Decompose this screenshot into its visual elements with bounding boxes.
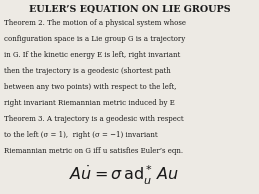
Text: Riemannian metric on G iff u satisfies Euler’s eqn.: Riemannian metric on G iff u satisfies E… <box>4 147 183 155</box>
Text: in G. If the kinetic energy E is left, right invariant: in G. If the kinetic energy E is left, r… <box>4 51 180 59</box>
Text: between any two points) with respect to the left,: between any two points) with respect to … <box>4 83 176 91</box>
Text: to the left (σ = 1),  right (σ = −1) invariant: to the left (σ = 1), right (σ = −1) inva… <box>4 131 157 139</box>
Text: EULER’S EQUATION ON LIE GROUPS: EULER’S EQUATION ON LIE GROUPS <box>29 5 230 14</box>
Text: right invariant Riemannian metric induced by E: right invariant Riemannian metric induce… <box>4 99 175 107</box>
Text: then the trajectory is a geodesic (shortest path: then the trajectory is a geodesic (short… <box>4 67 171 75</box>
Text: $A\dot{u} = \sigma\,\mathrm{ad}^*_u\,Au$: $A\dot{u} = \sigma\,\mathrm{ad}^*_u\,Au$ <box>69 164 179 187</box>
Text: Theorem 3. A trajectory is a geodesic with respect: Theorem 3. A trajectory is a geodesic wi… <box>4 115 184 123</box>
Text: configuration space is a Lie group G is a trajectory: configuration space is a Lie group G is … <box>4 35 185 43</box>
Text: Theorem 2. The motion of a physical system whose: Theorem 2. The motion of a physical syst… <box>4 19 186 27</box>
